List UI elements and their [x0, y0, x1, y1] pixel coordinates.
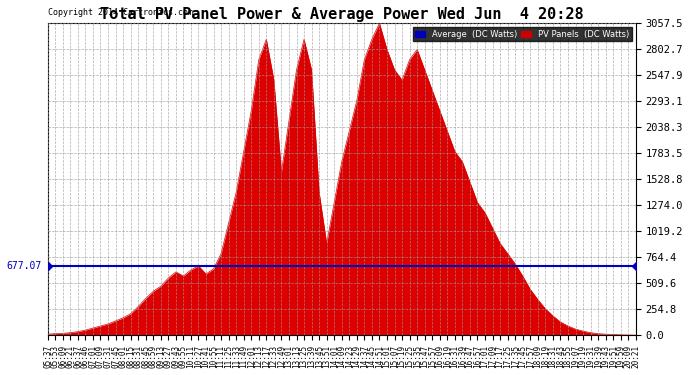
Text: Copyright 2014 Cartronics.com: Copyright 2014 Cartronics.com: [48, 8, 193, 17]
Legend: Average  (DC Watts), PV Panels  (DC Watts): Average (DC Watts), PV Panels (DC Watts): [413, 27, 631, 41]
Title: Total PV Panel Power & Average Power Wed Jun  4 20:28: Total PV Panel Power & Average Power Wed…: [100, 7, 584, 22]
Text: 677.07: 677.07: [6, 261, 41, 271]
